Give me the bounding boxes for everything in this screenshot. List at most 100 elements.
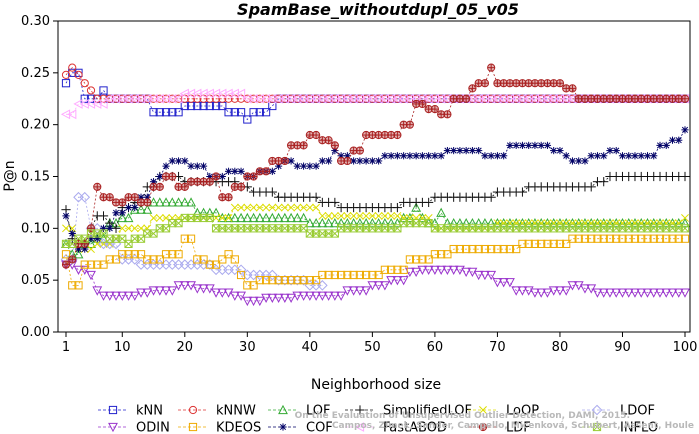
data-point-kdeos	[674, 234, 683, 243]
data-point-fastabod	[173, 93, 183, 104]
data-point-inflo	[680, 224, 690, 233]
legend-label-odin: ODIN	[136, 421, 170, 434]
data-point-simplifiedlof	[517, 187, 528, 197]
data-point-kdeos	[599, 234, 608, 243]
data-point-odin	[548, 286, 559, 296]
data-point-cof	[306, 162, 314, 170]
data-point-lof	[173, 197, 184, 207]
data-point-kdeos	[430, 250, 439, 259]
data-point-loop	[224, 214, 233, 222]
data-point-lof	[254, 212, 265, 223]
data-point-kdeos	[186, 234, 196, 243]
data-point-odin	[267, 293, 278, 303]
data-point-kdeos	[387, 265, 396, 274]
data-point-odin	[286, 293, 297, 303]
data-point-simplifiedlof	[267, 187, 277, 197]
data-point-odin	[373, 281, 384, 291]
data-point-cof	[631, 152, 639, 160]
data-point-odin	[567, 281, 578, 291]
data-point-knnw	[199, 94, 208, 103]
data-point-kdeos	[380, 265, 389, 274]
data-point-kdeos	[593, 234, 602, 243]
data-point-odin	[261, 293, 272, 303]
data-point-lof	[117, 212, 128, 223]
data-point-odin	[317, 291, 328, 301]
data-point-odin	[392, 276, 403, 286]
legend-item-inflo: INFLO	[582, 421, 658, 434]
data-point-fastabod	[554, 93, 565, 104]
data-point-ldf	[555, 79, 565, 88]
data-point-loop	[262, 203, 271, 212]
data-point-lof	[161, 197, 171, 207]
data-point-odin	[104, 291, 115, 301]
data-point-lof	[392, 217, 403, 228]
data-point-odin	[323, 291, 334, 301]
data-point-cof	[468, 146, 477, 155]
data-point-kdeos	[505, 244, 515, 254]
data-point-knnw	[205, 94, 214, 103]
data-point-simplifiedlof	[311, 192, 321, 202]
data-point-odin	[73, 265, 84, 275]
data-point-lof	[273, 212, 284, 223]
data-point-cof	[681, 126, 689, 134]
data-point-ldf	[649, 94, 658, 103]
data-point-odin	[98, 291, 109, 301]
data-point-odin	[673, 288, 684, 298]
data-point-fastabod	[92, 99, 102, 109]
series-lof	[61, 197, 690, 259]
data-point-kdeos	[487, 244, 496, 254]
x-tick-label: 30	[239, 340, 256, 355]
data-point-cof	[418, 152, 426, 160]
y-tick-label: 0.25	[21, 66, 50, 81]
data-point-ldf	[393, 130, 402, 140]
data-point-lof	[417, 212, 428, 223]
data-point-loop	[305, 203, 314, 212]
data-point-kdeos	[243, 281, 252, 290]
series-line-lof	[65, 202, 685, 255]
data-point-kdeos	[662, 234, 671, 243]
data-point-ldf	[524, 79, 533, 88]
data-point-cof	[531, 141, 539, 149]
data-point-cof	[356, 157, 364, 165]
data-point-loop	[312, 203, 321, 212]
legend: kNN kNNW LOF SimplifiedLOF LoOP LDOF ODIN KDEOS…	[98, 404, 658, 434]
data-point-odin	[429, 265, 440, 275]
data-point-cof	[318, 157, 326, 165]
data-point-fastabod	[285, 93, 296, 104]
data-point-cof	[381, 152, 389, 160]
data-point-kdeos	[218, 255, 227, 264]
data-point-knnw	[68, 63, 77, 72]
data-point-kdeos	[274, 276, 283, 285]
data-point-lof	[242, 212, 253, 223]
data-point-kdeos	[343, 270, 352, 280]
data-point-cof	[199, 162, 208, 170]
data-point-lof	[317, 217, 328, 228]
data-point-lof	[286, 212, 297, 223]
data-point-cof	[187, 162, 195, 170]
data-point-odin	[348, 286, 359, 296]
legend-label-knnw: kNNW	[216, 404, 256, 419]
data-point-odin	[279, 293, 290, 303]
data-point-odin	[167, 286, 178, 296]
data-point-cof	[106, 224, 114, 232]
data-point-ldf	[655, 94, 665, 103]
data-point-simplifiedlof	[680, 171, 690, 182]
data-point-odin	[592, 288, 603, 298]
data-point-kdeos	[143, 255, 152, 264]
data-point-fastabod	[298, 93, 308, 104]
data-point-kdeos	[299, 276, 308, 285]
data-point-fastabod	[79, 99, 89, 109]
x-tick-label: 1	[62, 340, 70, 355]
data-point-cof	[568, 157, 577, 165]
data-point-cof	[174, 157, 183, 165]
data-point-fastabod	[123, 93, 133, 104]
data-point-kdeos	[512, 244, 521, 254]
data-point-kdeos	[499, 244, 508, 254]
data-point-cof	[518, 141, 527, 149]
data-point-lof	[605, 217, 615, 228]
data-point-fastabod	[292, 93, 302, 104]
data-point-lof	[204, 207, 215, 217]
data-point-ldof	[79, 191, 91, 203]
data-point-knn	[249, 108, 258, 117]
